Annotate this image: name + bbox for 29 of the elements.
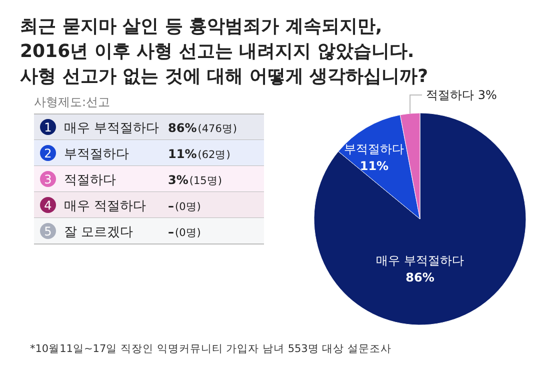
slice-label: 매우 부적절하다 (376, 254, 464, 268)
chart-title: 최근 묻지마 살인 등 흉악범죄가 계속되지만, 2016년 이후 사형 선고는 내려지지 않았습니다. 사형 선고가 없는 것에 대해 어떻게 생각하십니까? (20, 16, 428, 87)
text: 2 (44, 146, 52, 160)
legend-label: 잘 모르겠다 (64, 225, 134, 240)
legend-label: 매우 적절하다 (64, 199, 146, 214)
text: 4 (44, 198, 52, 212)
text: 11% (168, 147, 197, 161)
text: (62명) (198, 149, 230, 161)
legend-label: 적절하다 (64, 173, 116, 188)
category-label: 적절하다 3% (426, 88, 497, 102)
text: – (168, 225, 174, 239)
text: 5 (44, 224, 52, 238)
text: 3 (44, 172, 52, 186)
text: (0명) (175, 227, 201, 239)
data-label: 86% (406, 270, 434, 285)
data-label: 3% (168, 173, 188, 187)
legend-label: 매우 부적절하다 (64, 121, 160, 136)
text: (15명) (189, 175, 222, 187)
pie-slice (338, 114, 420, 220)
text: – (168, 199, 174, 213)
chart-subtitle: 사형제도:선고 (34, 95, 110, 109)
text: *10월11일~17일 직장인 익명커뮤니티 가입자 남녀 553명 대상 설문조사 (30, 343, 392, 355)
text: 1 (44, 120, 52, 134)
text: 86% (168, 121, 197, 135)
slice-label: 부적절하다 (344, 142, 404, 156)
legend-label: 부적절하다 (64, 147, 129, 162)
data-label: 11% (360, 159, 389, 174)
text: (0명) (175, 201, 201, 213)
text: (476명) (198, 123, 237, 135)
